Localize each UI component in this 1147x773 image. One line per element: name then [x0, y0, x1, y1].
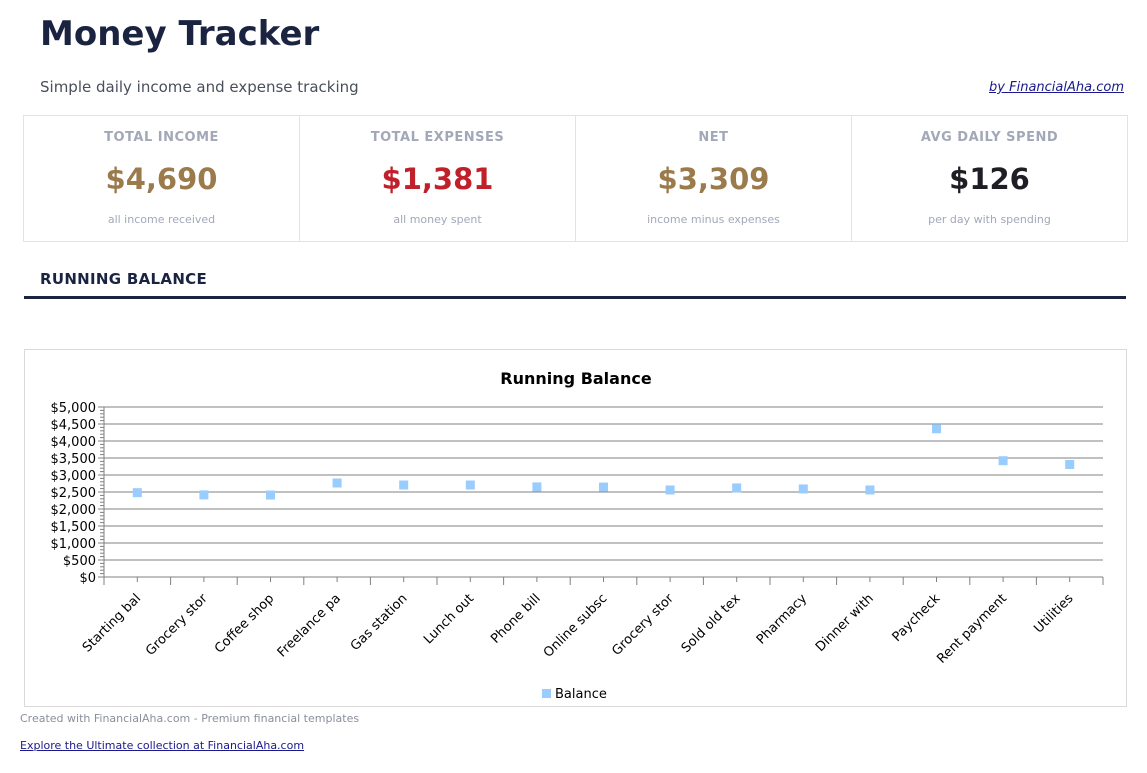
byline-link[interactable]: by FinancialAha.com	[989, 80, 1124, 95]
x-tick-label: Paycheck	[890, 591, 944, 645]
y-tick-label: $1,500	[51, 520, 97, 535]
card-net: NET $3,309 income minus expenses	[576, 116, 852, 241]
summary-cards: TOTAL INCOME $4,690 all income received …	[23, 115, 1128, 242]
data-point	[865, 485, 875, 495]
x-tick-label: Rent payment	[934, 591, 1010, 667]
chart-container: Running Balance $0 $500 $1,000 $1,500 $2,000…	[24, 349, 1127, 707]
x-tick-label: Lunch out	[421, 591, 477, 647]
x-tick-label: Online subsc	[541, 591, 610, 660]
card-desc: per day with spending	[928, 213, 1051, 226]
y-tick-label: $2,500	[51, 486, 97, 501]
x-tick-label: Gas station	[348, 591, 411, 654]
y-tick-label: $4,000	[51, 435, 97, 450]
data-point	[532, 482, 542, 492]
card-label: NET	[698, 130, 729, 145]
x-tick-label: Grocery stor	[143, 591, 211, 659]
card-desc: all income received	[107, 213, 216, 226]
data-point	[665, 485, 675, 495]
data-point	[266, 490, 275, 500]
data-point	[599, 482, 608, 492]
page-title: Money Tracker	[40, 14, 320, 54]
legend-marker	[542, 689, 551, 698]
card-desc: income minus expenses	[647, 213, 780, 226]
x-tick-label: Coffee shop	[212, 591, 277, 656]
x-tick-label: Starting bal	[80, 591, 144, 655]
y-tick-label: $0	[79, 571, 96, 586]
running-balance-chart: Running Balance $0 $500 $1,000 $1,500 $2,000…	[51, 369, 1104, 702]
data-point	[1065, 459, 1075, 469]
y-tick-label: $4,500	[51, 418, 97, 433]
card-label: TOTAL EXPENSES	[370, 130, 505, 145]
card-avg-daily-spend: AVG DAILY SPEND $126 per day with spendi…	[852, 116, 1127, 241]
x-tick-label: Dinner with	[813, 591, 877, 655]
page-subtitle: Simple daily income and expense tracking	[40, 78, 359, 96]
card-label: TOTAL INCOME	[104, 130, 219, 145]
x-tick-label: Sold old tex	[679, 591, 744, 656]
card-value: $3,309	[657, 162, 770, 196]
card-total-income: TOTAL INCOME $4,690 all income received	[24, 116, 300, 241]
data-point	[399, 480, 409, 490]
data-point	[932, 424, 941, 434]
chart-title: Running Balance	[500, 369, 652, 388]
x-tick-label: Utilities	[1031, 591, 1076, 636]
data-point	[465, 480, 475, 490]
card-value: $1,381	[381, 162, 494, 196]
y-tick-label: $5,000	[51, 401, 97, 416]
x-tick-label: Freelance pa	[275, 591, 344, 660]
legend-label: Balance	[555, 687, 607, 702]
data-point	[998, 456, 1008, 466]
card-value: $4,690	[105, 162, 218, 196]
card-total-expenses: TOTAL EXPENSES $1,381 all money spent	[300, 116, 576, 241]
section-title: RUNNING BALANCE	[40, 270, 208, 288]
data-point	[332, 478, 342, 488]
card-label: AVG DAILY SPEND	[920, 130, 1059, 145]
footer-link[interactable]: Explore the Ultimate collection at Finan…	[20, 739, 305, 752]
section-divider	[24, 296, 1126, 299]
y-tick-label: $3,500	[51, 452, 97, 467]
footer-credit: Created with FinancialAha.com - Premium …	[20, 712, 360, 725]
data-point	[199, 490, 209, 500]
y-tick-label: $500	[63, 554, 96, 569]
y-tick-label: $3,000	[51, 469, 97, 484]
data-point	[132, 488, 142, 498]
y-tick-label: $1,000	[51, 537, 97, 552]
card-desc: all money spent	[393, 213, 482, 226]
data-point	[732, 483, 742, 493]
x-tick-label: Pharmacy	[754, 591, 811, 648]
y-tick-label: $2,000	[51, 503, 97, 518]
x-tick-label: Phone bill	[488, 591, 544, 647]
card-value: $126	[949, 162, 1030, 196]
x-tick-label: Grocery stor	[609, 591, 677, 659]
data-point	[798, 484, 808, 494]
